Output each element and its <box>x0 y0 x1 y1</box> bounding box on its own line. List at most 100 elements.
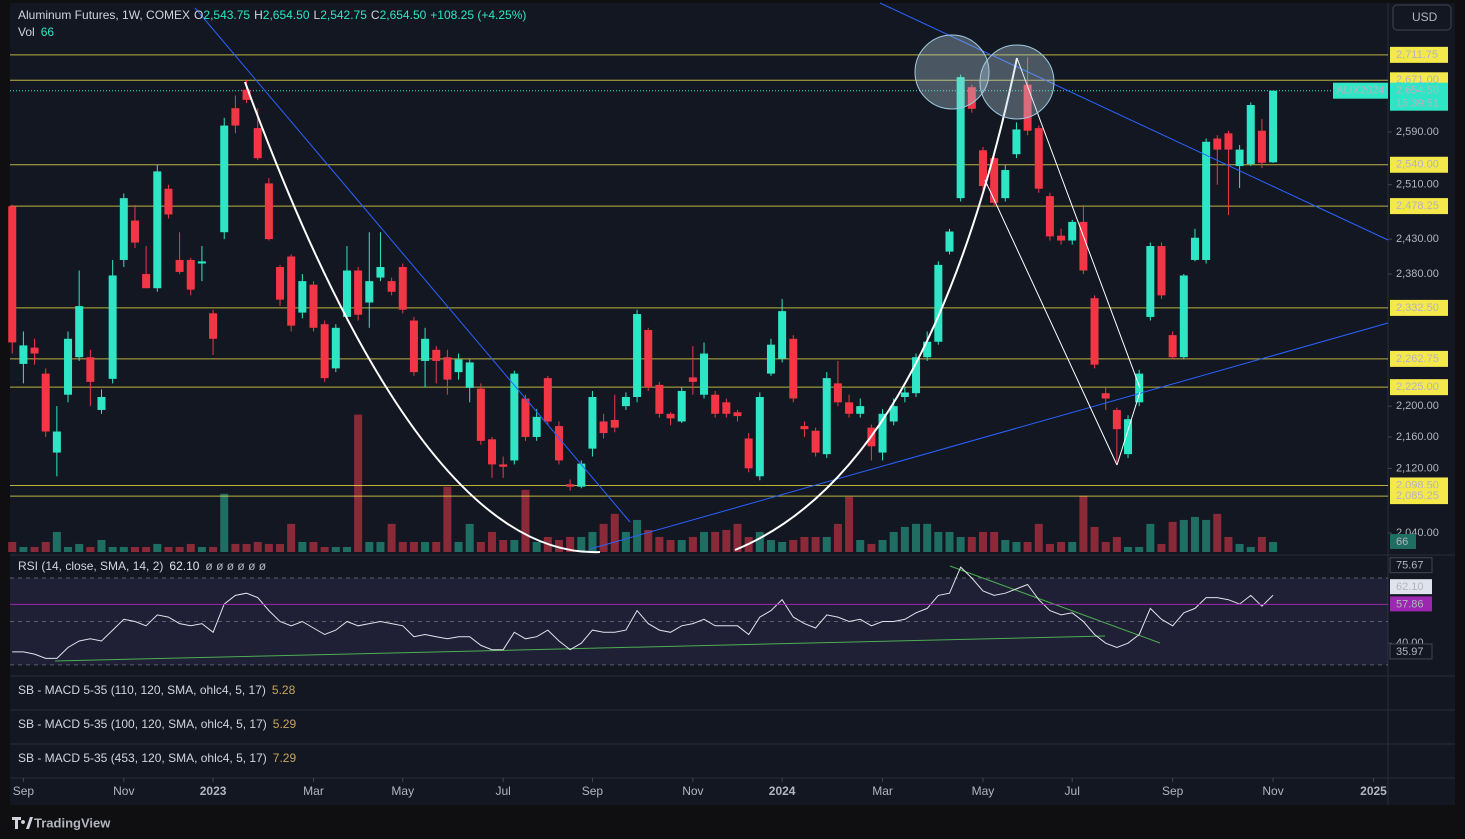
volume-bar <box>666 539 675 552</box>
legend-value: 2,543.75 <box>203 8 250 22</box>
candle-body <box>811 430 820 453</box>
level-tag <box>1390 488 1448 505</box>
candle-body <box>677 390 686 422</box>
volume-bar <box>733 523 742 552</box>
brand: TradingView <box>12 815 111 830</box>
rsi-flags: ø ø ø ø ø ø <box>205 559 266 573</box>
candle-body <box>331 327 340 369</box>
volume-bar <box>242 543 251 552</box>
levels-layer <box>10 54 1388 497</box>
candle-body <box>476 388 485 441</box>
volume-bar <box>700 531 709 552</box>
volume-bar <box>1168 521 1177 552</box>
currency-label[interactable]: USD <box>1412 10 1438 24</box>
candle-body <box>700 353 709 395</box>
volume-bar <box>778 541 787 552</box>
volume-bar <box>1269 541 1278 552</box>
candle-body <box>499 464 508 467</box>
candle-body <box>175 259 184 272</box>
rsi-mark-label: 35.97 <box>1396 646 1424 658</box>
brand-name: TradingView <box>34 815 111 830</box>
level-tag <box>1390 156 1448 173</box>
y-tick-label: 2,430.00 <box>1396 233 1439 245</box>
volume-bar <box>800 536 809 552</box>
volume-bar <box>766 539 775 552</box>
rsi-title: RSI (14, close, SMA, 14, 2) <box>18 559 163 573</box>
volume-layer <box>8 414 1278 552</box>
volume-bar <box>566 536 575 552</box>
indicator-value: 5.29 <box>273 717 297 731</box>
volume-value: 66 <box>41 25 55 39</box>
legend-key: L <box>314 8 321 22</box>
legend-value: 2,542.75 <box>320 8 367 22</box>
volume-bar <box>175 546 184 552</box>
rsi-mark-tag <box>1389 557 1433 574</box>
candle-body <box>1124 419 1133 455</box>
volume-bar <box>934 531 943 552</box>
level-tag-label: 2,332.50 <box>1396 302 1439 314</box>
volume-bar <box>476 541 485 552</box>
volume-bar <box>287 523 296 552</box>
volume-bar <box>1045 543 1054 552</box>
volume-bar <box>19 546 28 552</box>
swing-line <box>984 179 1118 466</box>
indicator-value: 7.29 <box>273 751 297 765</box>
volume-bar <box>52 531 61 552</box>
candle-body <box>532 416 541 437</box>
candle-body <box>1213 138 1222 150</box>
last-price-label: 2,654.50 <box>1396 85 1439 97</box>
volume-bar <box>655 536 664 552</box>
candle-body <box>633 314 642 397</box>
volume-bar <box>1001 539 1010 552</box>
candle-body <box>142 274 151 289</box>
volume-bar <box>432 541 441 552</box>
volume-bar <box>867 543 876 552</box>
candle-body <box>1246 104 1255 165</box>
candle-body <box>365 281 374 303</box>
volume-bar <box>41 541 50 552</box>
y-tick-label: 2,160.00 <box>1396 431 1439 443</box>
volume-bar <box>677 539 686 552</box>
candle-body <box>912 357 921 394</box>
candle-body <box>1101 393 1110 399</box>
symbol-tag <box>1333 82 1388 99</box>
trend-line <box>589 322 1389 550</box>
volume-bar <box>298 541 307 552</box>
candles-layer <box>8 57 1278 491</box>
volume-bar <box>1079 495 1088 552</box>
candle-body <box>1079 221 1088 271</box>
candle-body <box>711 394 720 414</box>
candle-body <box>878 413 887 453</box>
candle-body <box>655 384 664 414</box>
x-tick-label: Nov <box>1262 784 1283 798</box>
volume-bar <box>521 489 530 552</box>
candle-body <box>1057 235 1066 241</box>
volume-bar <box>1179 519 1188 552</box>
candle-body <box>1224 133 1233 150</box>
candle-body <box>376 266 385 278</box>
candle-body <box>1112 409 1121 430</box>
currency-button[interactable] <box>1392 4 1452 31</box>
volume-bar <box>1246 546 1255 552</box>
volume-bar <box>186 543 195 552</box>
candle-body <box>1045 196 1054 237</box>
volume-bar <box>398 541 407 552</box>
candle-body <box>822 378 831 455</box>
level-tag-label: 2,085.25 <box>1396 490 1439 502</box>
axes-layer: 2,040.002,120.002,160.002,200.002,380.00… <box>13 46 1448 798</box>
volume-bar <box>610 513 619 552</box>
x-tick-label: Nov <box>682 784 703 798</box>
volume-bar <box>822 536 831 552</box>
candle-body <box>231 108 240 126</box>
level-tag-label: 2,225.00 <box>1396 381 1439 393</box>
volume-bar <box>108 546 117 552</box>
candle-body <box>130 220 139 243</box>
level-tag <box>1390 350 1448 367</box>
volume-bar <box>755 531 764 552</box>
x-tick-label: Jul <box>496 784 511 798</box>
volume-bar <box>1023 541 1032 552</box>
candle-body <box>242 89 251 100</box>
volume-bar <box>1068 541 1077 552</box>
candle-body <box>800 426 809 430</box>
candle-body <box>978 150 987 187</box>
